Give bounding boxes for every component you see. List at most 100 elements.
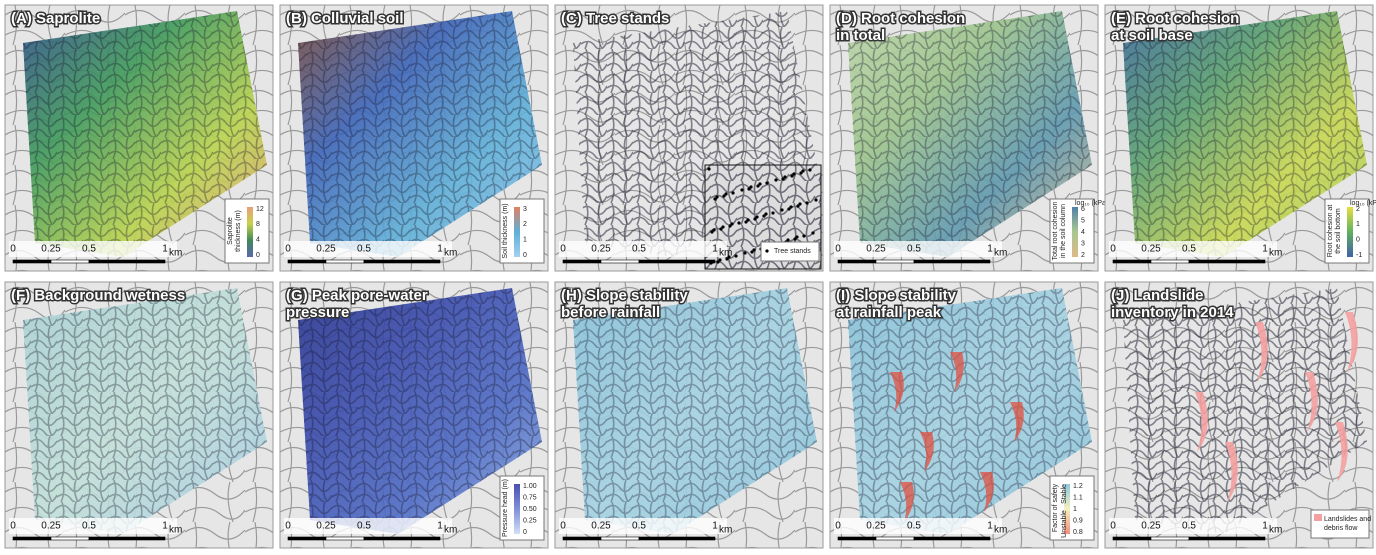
- panel-title: (B) Colluvial soil: [286, 10, 404, 27]
- map-panel: (C) Tree stands00.250.51kmTree stands: [555, 5, 823, 271]
- scale-label: 0.5: [1182, 521, 1196, 532]
- scale-label: 1: [437, 521, 443, 532]
- tree-dot: [802, 234, 805, 237]
- panel-title: before rainfall: [561, 304, 660, 321]
- scale-label: 0.5: [82, 244, 96, 255]
- panel-title: (F) Background wetness: [11, 287, 185, 304]
- scale-unit: km: [169, 248, 182, 259]
- tree-dot: [746, 218, 749, 221]
- legend-unit: log₁₀ (kPa): [1075, 200, 1108, 207]
- legend-tick: 4: [256, 237, 260, 244]
- legend-tick: 1.00: [523, 483, 537, 490]
- scale-segment: [364, 537, 440, 540]
- legend-tick: 1: [1356, 221, 1360, 228]
- legend-title: thickness (m): [235, 210, 242, 252]
- scale-segment: [876, 537, 914, 540]
- legend-label: Landslides and: [1324, 516, 1371, 523]
- legend-tick: 0.9: [1073, 517, 1083, 524]
- scale-label: 0: [835, 521, 841, 532]
- scale-segment: [563, 260, 601, 263]
- map-panel: (H) Slope stabilitybefore rainfall00.250…: [555, 282, 823, 548]
- scale-unit: km: [994, 248, 1007, 259]
- tree-dot: [737, 221, 740, 224]
- colorbar: [1072, 207, 1078, 257]
- scale-segment: [326, 537, 364, 540]
- legend-title: Root cohesion at: [1327, 205, 1334, 258]
- legend-title: Pressure head (m): [502, 479, 509, 537]
- scale-segment: [51, 537, 89, 540]
- scale-segment: [1113, 260, 1151, 263]
- scale-segment: [601, 537, 639, 540]
- tree-dot: [774, 178, 777, 181]
- colorbar: [514, 484, 520, 534]
- scale-segment: [326, 260, 364, 263]
- tree-dot: [740, 188, 743, 191]
- scale-segment: [288, 260, 326, 263]
- legend-tick: 2: [1356, 206, 1360, 213]
- scale-unit: km: [169, 525, 182, 536]
- scale-label: 0: [1110, 244, 1116, 255]
- scale-segment: [364, 260, 440, 263]
- panel-title: in total: [836, 27, 885, 44]
- scale-label: 0.5: [357, 244, 371, 255]
- scale-label: 0.25: [1141, 521, 1161, 532]
- tree-dot: [795, 235, 798, 238]
- scale-segment: [1151, 537, 1189, 540]
- scale-segment: [601, 260, 639, 263]
- panel-title: (J) Landslide: [1111, 287, 1204, 304]
- legend-label: debris flow: [1324, 525, 1358, 532]
- panel-title: (A) Saprolite: [11, 10, 100, 27]
- legend-label: Tree stands: [774, 248, 811, 255]
- scale-label: 0.5: [82, 521, 96, 532]
- panel-title: (H) Slope stability: [561, 287, 688, 304]
- legend-tick: 0: [256, 252, 260, 259]
- scale-label: 0.5: [632, 521, 646, 532]
- scale-label: 0.25: [41, 521, 61, 532]
- scale-label: 0: [10, 244, 16, 255]
- tree-dot: [715, 195, 718, 198]
- tree-dot: [801, 169, 804, 172]
- panel-title: at rainfall peak: [836, 304, 942, 321]
- legend-tick: 0.75: [523, 494, 537, 501]
- legend-tick: 3: [523, 206, 527, 213]
- scale-label: 1: [162, 521, 168, 532]
- map-panel: (J) Landslideinventory in 201400.250.51k…: [1105, 282, 1373, 548]
- scale-label: 0.25: [316, 244, 336, 255]
- legend-tick: 0.50: [523, 506, 537, 513]
- panel-title: (I) Slope stability: [836, 287, 957, 304]
- legend-state: Unstable: [1061, 510, 1068, 538]
- legend-tick: 12: [256, 206, 264, 213]
- scale-segment: [13, 537, 51, 540]
- legend-tick: 0: [523, 252, 527, 259]
- tree-dot: [786, 238, 789, 241]
- tree-dot: [792, 172, 795, 175]
- tree-dot: [798, 202, 801, 205]
- scale-label: 0.25: [1141, 244, 1161, 255]
- legend-title: in the soil column: [1060, 204, 1067, 258]
- scale-unit: km: [994, 525, 1007, 536]
- tree-dot: [789, 205, 792, 208]
- legend-tick: 1.1: [1073, 494, 1083, 501]
- scale-segment: [639, 260, 715, 263]
- scale-label: 1: [437, 244, 443, 255]
- legend-title: Saprolite: [227, 217, 234, 245]
- tree-dot: [731, 191, 734, 194]
- scale-unit: km: [1269, 525, 1282, 536]
- scale-label: 0: [10, 521, 16, 532]
- scale-segment: [1151, 260, 1189, 263]
- scale-label: 0.25: [866, 521, 886, 532]
- scale-segment: [914, 260, 990, 263]
- scale-label: 0.25: [591, 244, 611, 255]
- scale-segment: [838, 537, 876, 540]
- legend-title: Total root cohesion: [1052, 202, 1059, 261]
- tree-dot: [758, 182, 761, 185]
- scale-unit: km: [719, 248, 732, 259]
- scale-label: 0.5: [632, 244, 646, 255]
- scale-segment: [288, 537, 326, 540]
- tree-dot: [724, 192, 727, 195]
- scale-segment: [838, 260, 876, 263]
- legend-swatch: [765, 249, 768, 252]
- scale-label: 1: [1262, 521, 1268, 532]
